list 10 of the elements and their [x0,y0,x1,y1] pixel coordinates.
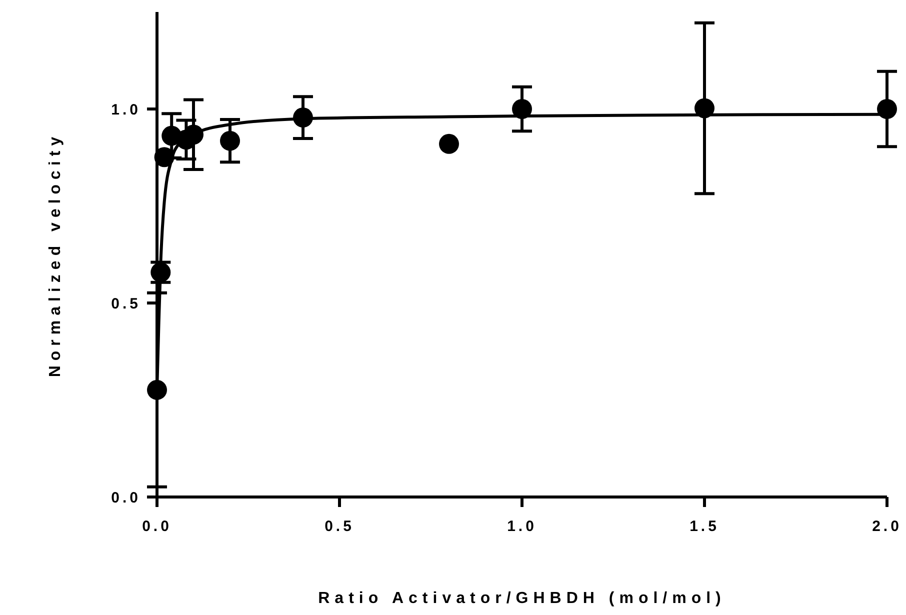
x-axis-title: Ratio Activator/GHBDH (mol/mol) [318,590,726,607]
x-tick-label: 1.0 [507,518,537,535]
y-tick-label: 0.0 [111,489,141,506]
y-tick-label: 0.5 [111,295,141,312]
y-tick-label: 1.0 [111,101,141,118]
y-axis-title: Normalized velocity [47,132,64,378]
x-tick-label: 0.0 [142,518,172,535]
x-tick-label: 1.5 [690,518,720,535]
x-tick-label: 2.0 [872,518,902,535]
x-tick-label: 0.5 [324,518,354,535]
